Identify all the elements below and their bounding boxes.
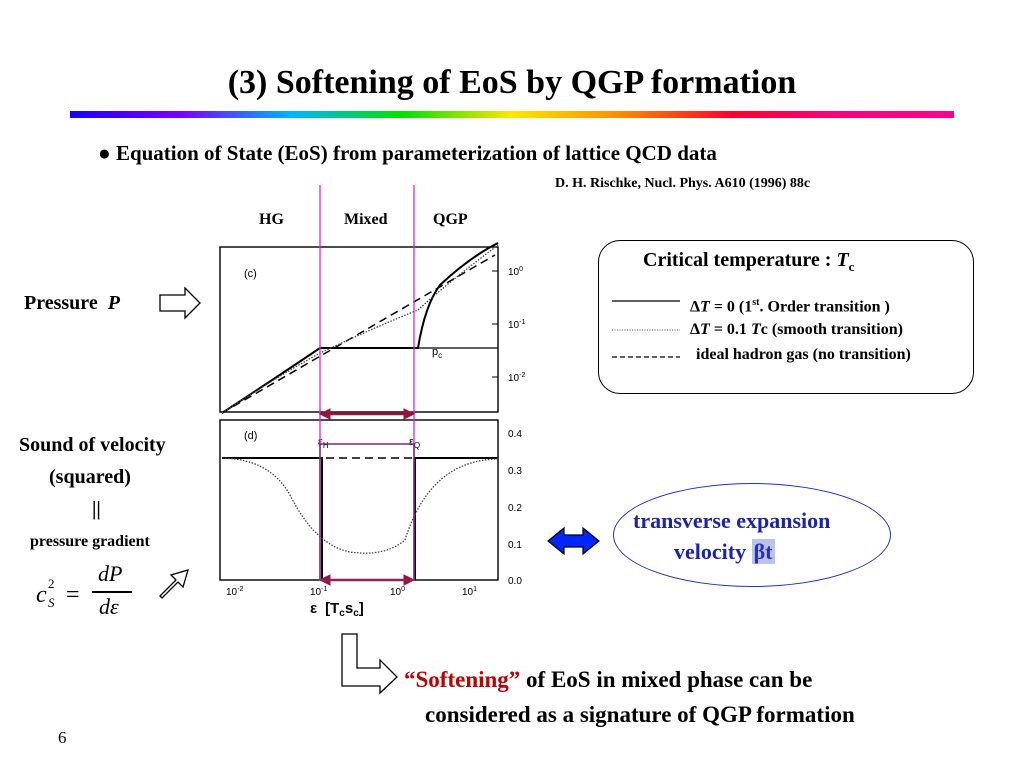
first-order-curve-c (221, 242, 499, 414)
sound-velocity-label: Sound of velocity (19, 434, 166, 456)
conclusion-line1: “Softening” of EoS in mixed phase can be (404, 667, 813, 692)
xtick-1e-1: 10-1 (310, 586, 327, 598)
conclusion-arrow-icon (341, 633, 398, 695)
double-arrow-icon (547, 526, 600, 556)
pressure-label: Pressure P (24, 292, 120, 314)
pressure-gradient-label: pressure gradient (30, 533, 150, 550)
critical-temperature-box (598, 240, 974, 394)
legend-smooth: ΔT = 0.1 Tc (smooth transition) (690, 321, 903, 338)
ytick-d-01: 0.1 (508, 540, 522, 551)
beta-t-highlight: βt (751, 539, 775, 564)
ytick-c-1e-1: 10-1 (508, 319, 525, 331)
legend-ideal-gas: ideal hadron gas (no transition) (696, 346, 911, 363)
ytick-d-04: 0.4 (508, 429, 522, 440)
smooth-curve-c (221, 244, 499, 414)
phase-label-qgp: QGP (433, 211, 468, 228)
smooth-curve-d (221, 457, 499, 554)
eos-chart: (c) (d) pc 100 10-1 10-2 εH εQ 0.4 0.3 0… (219, 185, 525, 619)
bullet-text: Equation of State (EoS) from parameteriz… (115, 141, 717, 165)
bullet-icon: ● (98, 141, 111, 165)
ideal-gas-curve-c (221, 254, 496, 414)
phase-label-hg: HG (259, 211, 284, 228)
panel-c-ticks (492, 270, 498, 378)
panel-c-ytick-labels: 100 10-1 10-2 (508, 266, 525, 384)
page-number: 6 (58, 728, 67, 747)
softening-quote: “Softening” (404, 667, 521, 692)
xtick-1e-2: 10-2 (226, 586, 243, 598)
squared-label: (squared) (49, 466, 131, 488)
pressure-arrow-icon (159, 286, 201, 320)
panel-c-label: (c) (244, 268, 257, 280)
sound-speed-formula: c 2 S = dP dε (36, 561, 146, 628)
x-axis-label: ε [Tcsc] (310, 600, 364, 619)
xtick-1e0: 100 (390, 586, 405, 598)
mixed-range-arrow-top-icon (318, 408, 416, 420)
phase-label-mixed: Mixed (344, 211, 388, 228)
citation: D. H. Rischke, Nucl. Phys. A610 (1996) 8… (555, 176, 811, 191)
legend-first-order: ΔT = 0 (1st. Order transition ) (690, 297, 890, 316)
ytick-c-1e0: 100 (508, 266, 523, 278)
expansion-line1: transverse expansion (633, 508, 831, 533)
ytick-d-03: 0.3 (508, 466, 522, 477)
expansion-velocity-ellipse (613, 483, 891, 587)
ytick-d-02: 0.2 (508, 503, 522, 514)
rainbow-divider (70, 111, 954, 118)
xtick-1e1: 101 (462, 586, 477, 598)
legend-line-samples (612, 300, 680, 358)
ytick-c-1e-2: 10-2 (508, 372, 525, 384)
slide-title: (3) Softening of EoS by QGP formation (227, 64, 797, 101)
panel-c-frame (219, 246, 499, 413)
ytick-d-00: 0.0 (508, 576, 522, 587)
diagonal-arrow-icon (159, 569, 189, 599)
conclusion-line2: considered as a signature of QGP formati… (425, 702, 855, 727)
critical-temperature-title: Critical temperature : Tc (643, 249, 855, 274)
eps-q-label: εQ (409, 436, 420, 450)
first-order-curve-d (222, 457, 498, 580)
panel-d-xtick-labels: 10-2 10-1 100 101 (226, 586, 477, 598)
equivalence-symbol: || (92, 498, 101, 520)
mixed-phase-box (319, 443, 415, 581)
expansion-line2: velocity βt (674, 539, 775, 564)
bullet-point: ● Equation of State (EoS) from parameter… (98, 141, 717, 166)
panel-d-label: (d) (244, 430, 257, 442)
pc-label: pc (432, 346, 442, 360)
panel-d-ytick-labels: 0.4 0.3 0.2 0.1 0.0 (508, 429, 522, 587)
